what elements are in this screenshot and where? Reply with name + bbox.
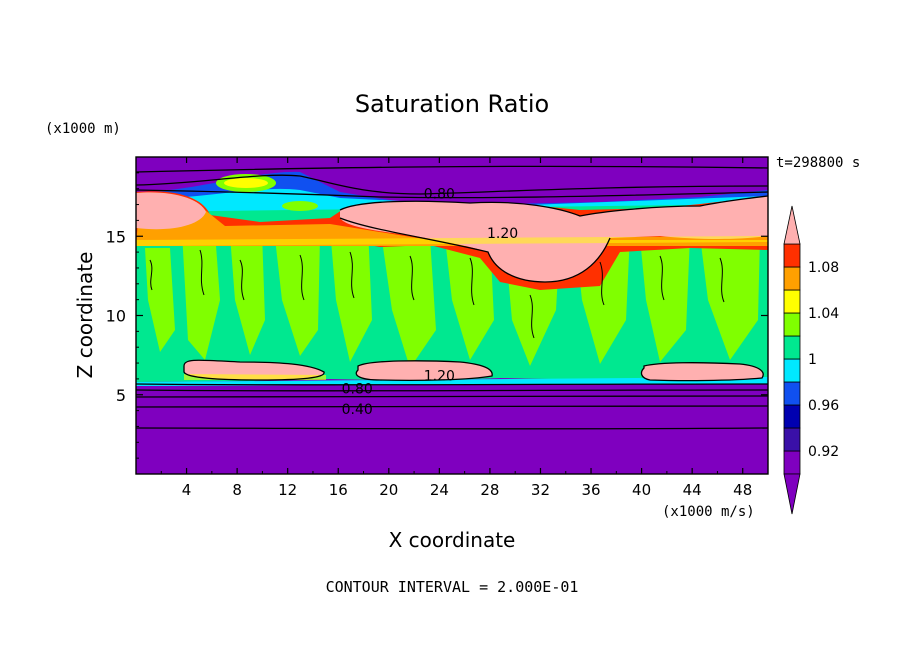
green-streaks — [145, 228, 760, 368]
x-tick-label: 28 — [480, 481, 499, 499]
contour-interval-footer: CONTOUR INTERVAL = 2.000E-01 — [326, 578, 579, 596]
chart-title: Saturation Ratio — [355, 90, 549, 118]
x-unit-label: (x1000 m/s) — [662, 504, 755, 520]
y-unit-label: (x1000 m) — [45, 121, 121, 137]
colorbar-label: 1.08 — [808, 260, 839, 276]
colorbar-band — [783, 450, 801, 475]
x-tick-label: 8 — [232, 481, 242, 499]
x-tick-label: 12 — [278, 481, 297, 499]
x-tick-label: 40 — [632, 481, 651, 499]
x-tick-label: 20 — [379, 481, 398, 499]
contour-label: 1.20 — [424, 369, 455, 385]
colorbar-label: 0.92 — [808, 444, 839, 460]
x-tick-label: 48 — [733, 481, 752, 499]
x-axis: 4 8 12 16 20 24 28 32 36 40 44 48 — [160, 157, 752, 499]
colorbar-band — [783, 404, 801, 429]
colorbar-over-triangle — [783, 205, 801, 245]
time-label: t=298800 s — [776, 155, 860, 171]
colorbar-band — [783, 289, 801, 314]
y-tick-label: 10 — [106, 307, 126, 326]
y-axis: 5 10 15 — [106, 172, 768, 459]
x-tick-label: 16 — [329, 481, 348, 499]
colorbar-band — [783, 266, 801, 291]
contour-label: 1.20 — [487, 226, 518, 242]
y-axis-title: Z coordinate — [73, 252, 97, 379]
colorbar-band — [783, 312, 801, 337]
x-tick-label: 24 — [430, 481, 449, 499]
y-tick-label: 15 — [106, 227, 126, 246]
colorbar-band — [783, 381, 801, 406]
contour-wiggles — [149, 249, 725, 339]
colorbar-label: 0.96 — [808, 398, 839, 414]
colorbar-band — [783, 358, 801, 383]
contour-labels: 0.80 1.20 0.80 1.20 0.40 — [342, 186, 519, 418]
contour-label: 0.40 — [342, 402, 373, 418]
colorbar-band — [783, 427, 801, 452]
x-tick-label: 36 — [581, 481, 600, 499]
contour-label: 0.80 — [424, 186, 455, 202]
yellow-fringe-lower — [184, 374, 326, 380]
plot-field: 0.80 1.20 0.80 1.20 0.40 — [136, 157, 768, 474]
x-tick-label: 4 — [182, 481, 192, 499]
contour-label: 0.80 — [342, 381, 373, 397]
x-tick-label: 44 — [683, 481, 702, 499]
supersat-layer-orange — [136, 198, 768, 246]
colorbar-band — [783, 335, 801, 360]
colorbar: 0.92 0.96 1 1.04 1.08 — [783, 205, 839, 515]
colorbar-label: 1 — [808, 352, 817, 368]
x-axis-title: X coordinate — [389, 528, 516, 552]
colorbar-under-triangle — [783, 473, 801, 515]
x-tick-label: 32 — [531, 481, 550, 499]
colorbar-label: 1.04 — [808, 306, 839, 322]
y-tick-label: 5 — [116, 386, 126, 405]
colorbar-band — [783, 243, 801, 268]
